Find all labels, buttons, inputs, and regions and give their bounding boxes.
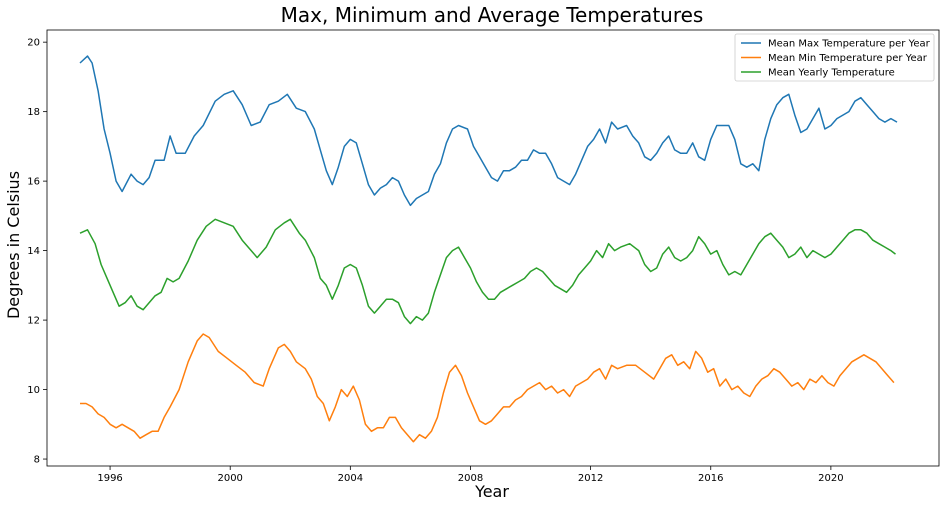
y-tick-label: 16 — [27, 177, 40, 188]
x-tick-label: 2008 — [458, 473, 483, 484]
y-tick-label: 10 — [27, 385, 40, 396]
series-line-1 — [79, 55, 898, 207]
legend-entry: Mean Max Temperature per Year — [768, 39, 931, 50]
x-tick-label: 2000 — [217, 473, 242, 484]
y-tick-label: 12 — [27, 316, 40, 327]
series-line-2 — [80, 333, 895, 443]
legend: Mean Max Temperature per Year Mean Min Te… — [734, 33, 935, 82]
plot-area — [46, 29, 940, 467]
legend-entry: Mean Min Temperature per Year — [768, 53, 928, 64]
series-line-3 — [79, 218, 896, 325]
plot-frame — [46, 29, 940, 467]
series-layer — [79, 55, 898, 443]
x-tick-label: 2012 — [578, 473, 603, 484]
legend-entry: Mean Yearly Temperature — [768, 68, 895, 79]
y-tick-label: 18 — [27, 107, 40, 118]
y-axis: 8 10 12 14 16 18 20 — [27, 38, 47, 466]
y-axis-label: Degrees in Celsius — [4, 171, 23, 319]
x-tick-label: 2020 — [818, 473, 843, 484]
x-tick-label: 2004 — [338, 473, 363, 484]
x-axis: 1996 2000 2004 2008 2012 2016 2020 — [97, 466, 844, 484]
x-axis-label: Year — [474, 482, 509, 501]
x-tick-label: 2016 — [698, 473, 723, 484]
x-tick-label: 1996 — [97, 473, 122, 484]
legend-box — [734, 33, 935, 82]
y-tick-label: 14 — [27, 246, 40, 257]
y-tick-label: 20 — [27, 38, 40, 49]
chart-title: Max, Minimum and Average Temperatures — [281, 3, 704, 27]
y-tick-label: 8 — [34, 455, 40, 466]
